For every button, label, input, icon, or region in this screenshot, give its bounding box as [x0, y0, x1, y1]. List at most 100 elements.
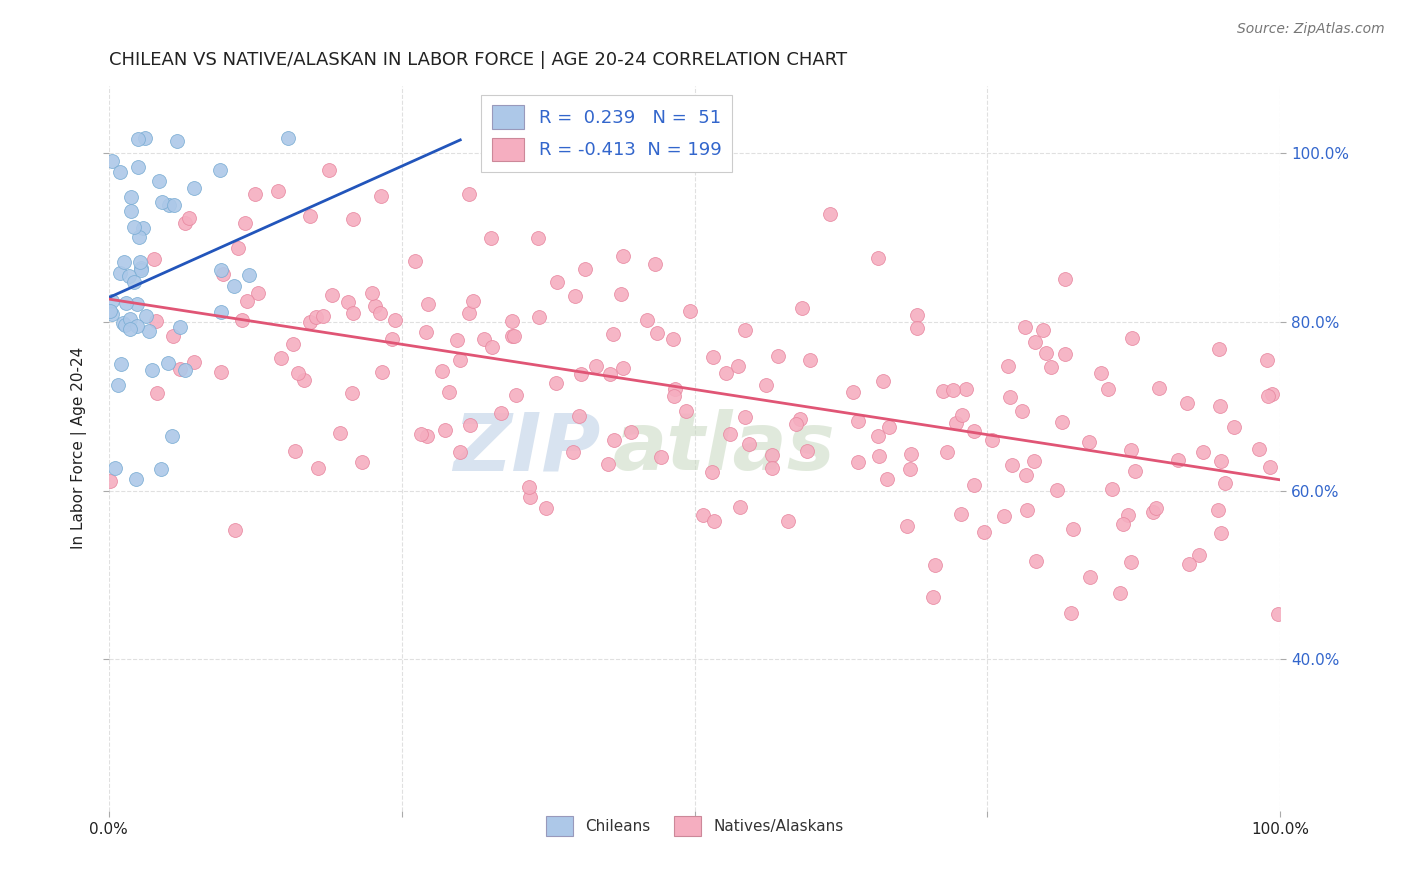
Point [157, 198, 180, 212]
Point [776, 515, 799, 529]
Point [209, 305, 232, 319]
Point [546, 275, 568, 289]
Point [458, 417, 481, 432]
Point [501, 329, 523, 343]
Point [700, 465, 723, 479]
Point [1261, 386, 1284, 401]
Legend: Chileans, Natives/Alaskans: Chileans, Natives/Alaskans [538, 808, 851, 844]
Point [125, 472, 148, 486]
Point [714, 367, 737, 381]
Point [1267, 607, 1289, 621]
Point [896, 519, 918, 533]
Point [517, 480, 540, 494]
Point [298, 210, 321, 224]
Point [761, 461, 783, 475]
Point [125, 297, 148, 311]
Point [650, 450, 672, 464]
Point [129, 263, 152, 277]
Point [718, 426, 741, 441]
Point [519, 491, 541, 505]
Point [141, 363, 163, 377]
Point [120, 204, 142, 219]
Point [166, 134, 188, 148]
Point [1223, 420, 1246, 434]
Point [416, 297, 439, 311]
Point [872, 374, 894, 388]
Point [461, 293, 484, 308]
Point [932, 384, 955, 398]
Point [160, 429, 183, 443]
Point [124, 275, 146, 289]
Point [503, 328, 526, 343]
Point [457, 305, 479, 319]
Point [98, 474, 121, 488]
Point [501, 314, 523, 328]
Point [1054, 347, 1077, 361]
Point [955, 382, 977, 396]
Point [174, 362, 197, 376]
Point [235, 293, 257, 308]
Point [174, 216, 197, 230]
Point [1024, 335, 1046, 350]
Point [446, 333, 468, 347]
Point [562, 445, 585, 459]
Point [846, 455, 869, 469]
Point [1208, 342, 1230, 356]
Point [1025, 554, 1047, 568]
Point [876, 472, 898, 486]
Point [312, 309, 335, 323]
Point [267, 184, 290, 198]
Point [993, 508, 1015, 523]
Point [208, 163, 231, 178]
Point [790, 301, 813, 315]
Point [157, 356, 180, 370]
Point [981, 434, 1004, 448]
Point [411, 426, 433, 441]
Point [381, 332, 404, 346]
Point [1101, 482, 1123, 496]
Point [114, 318, 136, 333]
Point [481, 340, 503, 354]
Point [703, 514, 725, 528]
Point [361, 286, 384, 301]
Point [479, 231, 502, 245]
Point [231, 313, 253, 327]
Point [527, 231, 550, 245]
Point [270, 351, 292, 366]
Point [1011, 404, 1033, 418]
Point [472, 332, 495, 346]
Point [98, 304, 121, 318]
Point [368, 306, 391, 320]
Point [305, 310, 328, 324]
Point [1032, 323, 1054, 337]
Point [1142, 505, 1164, 519]
Point [936, 445, 959, 459]
Point [1111, 517, 1133, 532]
Point [596, 457, 619, 471]
Point [120, 189, 142, 203]
Point [233, 216, 256, 230]
Point [125, 319, 148, 334]
Point [1178, 557, 1201, 571]
Point [962, 478, 984, 492]
Text: ZIP: ZIP [454, 409, 600, 487]
Point [1039, 360, 1062, 375]
Text: CHILEAN VS NATIVE/ALASKAN IN LABOR FORCE | AGE 20-24 CORRELATION CHART: CHILEAN VS NATIVE/ALASKAN IN LABOR FORCE… [108, 51, 846, 69]
Point [112, 316, 135, 330]
Point [238, 268, 260, 283]
Point [150, 194, 173, 209]
Point [169, 320, 191, 334]
Point [1015, 468, 1038, 483]
Point [449, 353, 471, 368]
Point [1256, 353, 1278, 368]
Point [434, 423, 457, 437]
Point [585, 359, 607, 374]
Point [416, 429, 439, 443]
Point [245, 186, 267, 201]
Point [1144, 500, 1167, 515]
Point [101, 153, 124, 168]
Point [868, 251, 890, 265]
Point [129, 255, 152, 269]
Point [246, 285, 269, 300]
Point [101, 307, 124, 321]
